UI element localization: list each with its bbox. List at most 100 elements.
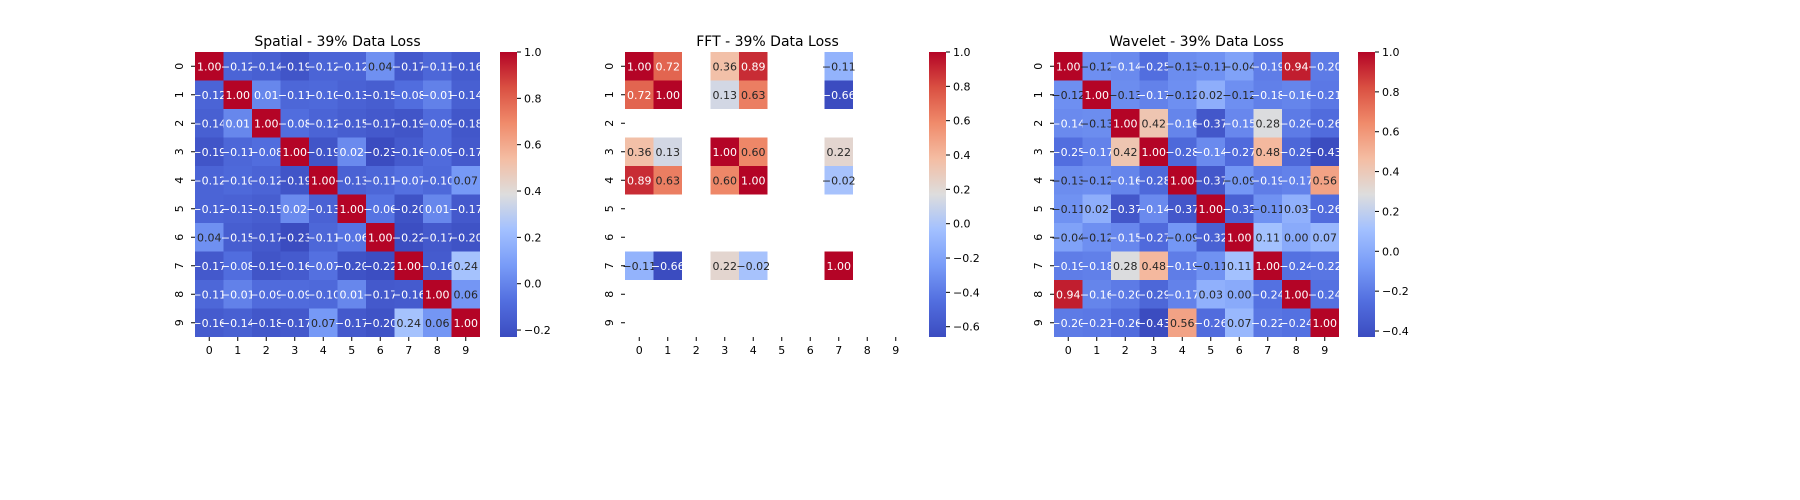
heatmap-cell: [1225, 251, 1254, 280]
cell-value-label: −0.08: [249, 146, 283, 159]
heatmap-cell: [280, 194, 309, 223]
cell-value-label: 0.02: [1199, 89, 1224, 102]
x-tick-label: 7: [1264, 344, 1271, 357]
cell-value-label: −0.17: [1080, 146, 1114, 159]
cell-value-label: 1.00: [741, 174, 766, 187]
heatmap-cell: [1310, 194, 1339, 223]
heatmap-cell: [1054, 223, 1083, 252]
cell-value-label: 0.01: [226, 117, 251, 130]
heatmap-cell: [309, 223, 338, 252]
cell-value-label: 0.89: [741, 60, 766, 73]
heatmap-cell: [1225, 52, 1254, 81]
colorbar-tick-label: −0.2: [1382, 285, 1409, 298]
cell-value-label: −0.11: [278, 89, 312, 102]
cell-value-label: −0.11: [622, 260, 656, 273]
cell-value-label: −0.10: [306, 89, 340, 102]
heatmap-cell: [1196, 280, 1225, 309]
heatmap-cell: [1253, 280, 1282, 309]
heatmap-cell: [824, 166, 853, 195]
x-tick-label: 6: [807, 344, 814, 357]
y-tick-label: 1: [603, 91, 616, 98]
cell-value-label: −0.11: [1251, 203, 1285, 216]
cell-value-label: −0.13: [1108, 89, 1142, 102]
cell-value-label: 0.24: [397, 317, 422, 330]
cell-value-label: −0.27: [1222, 146, 1256, 159]
heatmap-cell: [366, 52, 395, 81]
heatmap-cell: [394, 308, 423, 337]
heatmap-cell: [451, 109, 480, 138]
cell-value-label: 0.94: [1056, 288, 1081, 301]
cell-value-label: −0.43: [1308, 146, 1342, 159]
x-tick-label: 8: [434, 344, 441, 357]
cell-value-label: −0.23: [363, 146, 397, 159]
cell-value-label: −0.16: [392, 146, 426, 159]
heatmap-cell: [1168, 280, 1197, 309]
heatmap-cell: [423, 52, 452, 81]
heatmap-cell: [1196, 166, 1225, 195]
cell-value-label: −0.09: [278, 288, 312, 301]
y-tick-label: 4: [603, 177, 616, 184]
cell-value-label: −0.19: [1165, 260, 1199, 273]
heatmap-cell: [625, 137, 654, 166]
heatmap-cell: [394, 52, 423, 81]
cell-value-label: 0.06: [454, 288, 479, 301]
cell-value-label: −0.12: [249, 174, 283, 187]
cell-value-label: −0.15: [221, 231, 255, 244]
x-tick-label: 5: [778, 344, 785, 357]
cell-value-label: −0.16: [192, 317, 226, 330]
heatmap-cell: [223, 52, 252, 81]
heatmap-cell: [1054, 194, 1083, 223]
cell-value-label: −0.16: [1165, 117, 1199, 130]
heatmap-cell: [1196, 194, 1225, 223]
heatmap-cell: [366, 109, 395, 138]
heatmap-cell: [394, 166, 423, 195]
heatmap-cell: [710, 52, 739, 81]
cell-value-label: −0.18: [1251, 89, 1285, 102]
cell-value-label: 0.04: [368, 60, 393, 73]
heatmap-cell: [309, 280, 338, 309]
cell-value-label: −0.19: [249, 260, 283, 273]
cell-value-label: 0.48: [1142, 260, 1167, 273]
cell-value-label: −0.11: [306, 231, 340, 244]
heatmap-cell: [366, 137, 395, 166]
colorbar-tick-label: 0.0: [524, 278, 542, 291]
cell-value-label: −0.17: [363, 288, 397, 301]
heatmap-cell: [1111, 251, 1140, 280]
cell-value-label: −0.16: [420, 260, 454, 273]
x-tick-label: 2: [1122, 344, 1129, 357]
heatmap-cell: [451, 280, 480, 309]
heatmap-cell: [252, 223, 281, 252]
cell-value-label: −0.17: [249, 231, 283, 244]
y-tick-label: 5: [603, 205, 616, 212]
cell-value-label: −0.17: [420, 231, 454, 244]
cell-value-label: −0.16: [1080, 288, 1114, 301]
cell-value-label: 0.60: [713, 174, 738, 187]
heatmap-cell: [1196, 109, 1225, 138]
cell-value-label: −0.17: [1137, 89, 1171, 102]
heatmap-cell: [1282, 166, 1311, 195]
cell-value-label: −0.12: [192, 89, 226, 102]
cell-value-label: 0.56: [1170, 317, 1195, 330]
heatmap-cell: [1054, 109, 1083, 138]
heatmap-cell: [1253, 137, 1282, 166]
colorbar-tick-label: −0.2: [524, 324, 551, 337]
colorbar: [500, 52, 517, 337]
heatmap-cell: [1225, 166, 1254, 195]
colorbar-tick-label: 0.0: [953, 218, 971, 231]
heatmap-cell: [366, 223, 395, 252]
cell-value-label: −0.09: [249, 288, 283, 301]
heatmap-cell: [223, 109, 252, 138]
cell-value-label: −0.12: [335, 60, 369, 73]
heatmap-cell: [451, 80, 480, 109]
heatmap-cell: [451, 194, 480, 223]
heatmap-cell: [280, 52, 309, 81]
heatmap-cell: [1139, 194, 1168, 223]
heatmap-cell: [1168, 251, 1197, 280]
heatmap-cell: [1139, 80, 1168, 109]
heatmap-cell: [451, 166, 480, 195]
heatmap-cell: [1054, 251, 1083, 280]
x-tick-label: 3: [291, 344, 298, 357]
heatmap-cell: [195, 52, 224, 81]
cell-value-label: −0.16: [1279, 89, 1313, 102]
heatmap-cell: [394, 251, 423, 280]
